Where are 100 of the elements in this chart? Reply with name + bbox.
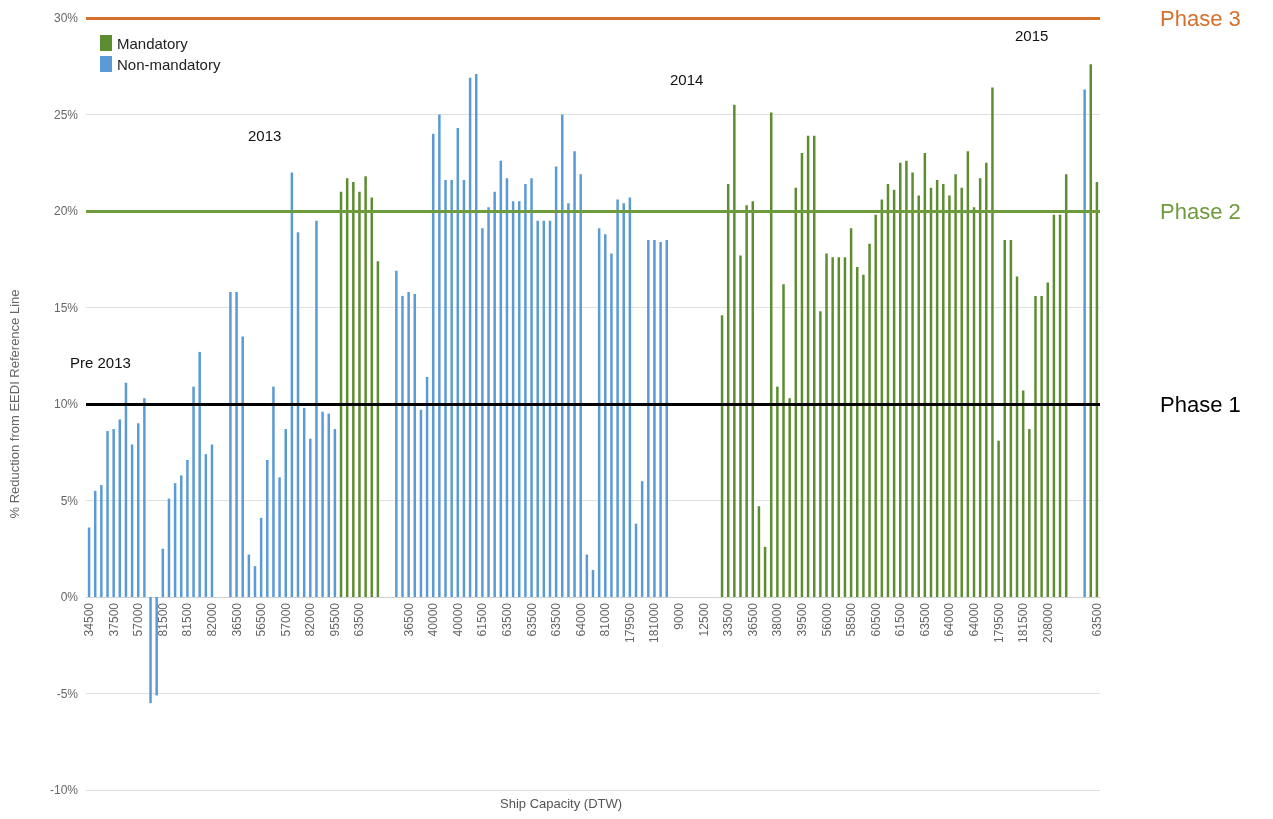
x-tick-label: 64000 — [942, 602, 957, 637]
bar — [1040, 295, 1043, 597]
ref-line-label: Phase 3 — [1160, 5, 1241, 31]
x-tick-label: 38000 — [770, 602, 785, 637]
bar — [401, 295, 404, 597]
ref-line-label: Phase 1 — [1160, 391, 1241, 417]
bar — [143, 398, 146, 597]
bar — [561, 114, 564, 597]
bar — [782, 284, 785, 597]
x-tick-label: 58500 — [844, 602, 859, 637]
bar — [272, 386, 275, 597]
bar — [1028, 429, 1031, 597]
y-tick-label: -5% — [56, 686, 79, 701]
bar — [352, 182, 355, 597]
x-tick-label: 81500 — [180, 602, 195, 637]
bar — [438, 114, 441, 597]
bar — [524, 183, 527, 597]
bar — [112, 429, 115, 597]
bar — [1003, 239, 1006, 597]
x-tick-label: 81000 — [598, 602, 613, 637]
bar — [579, 174, 582, 597]
bar — [106, 431, 109, 597]
bar — [155, 597, 158, 696]
bar — [567, 203, 570, 597]
bar — [321, 411, 324, 597]
bar — [948, 195, 951, 597]
bar — [616, 199, 619, 597]
bar — [100, 485, 103, 597]
x-tick-label: 37500 — [106, 602, 121, 637]
legend-label: Mandatory — [117, 34, 189, 52]
x-tick-label: 179500 — [991, 602, 1006, 644]
bar — [653, 239, 656, 597]
bar — [899, 162, 902, 597]
bar — [905, 160, 908, 597]
x-tick-label: 82000 — [303, 602, 318, 637]
bar — [518, 201, 521, 597]
bar — [444, 180, 447, 597]
bar — [856, 266, 859, 597]
bar — [1083, 89, 1086, 597]
bar — [450, 180, 453, 597]
bar — [868, 243, 871, 597]
legend-label: Non-mandatory — [117, 55, 221, 73]
bar — [997, 440, 1000, 597]
bar — [825, 253, 828, 597]
bar — [180, 475, 183, 597]
bar — [284, 429, 287, 597]
bar — [278, 477, 281, 597]
bar — [942, 183, 945, 597]
x-tick-label: 36500 — [401, 602, 416, 637]
bar — [985, 162, 988, 597]
bar — [192, 386, 195, 597]
x-tick-label: 64000 — [573, 602, 588, 637]
x-tick-label: 82000 — [204, 602, 219, 637]
y-axis-title: % Reduction from EEDI Reference Line — [7, 289, 22, 519]
bar — [327, 413, 330, 597]
bar — [610, 253, 613, 597]
x-tick-label: 36500 — [745, 602, 760, 637]
x-tick-label: 63500 — [499, 602, 514, 637]
bar — [493, 191, 496, 597]
bar — [487, 207, 490, 597]
x-tick-label: 12500 — [696, 602, 711, 637]
x-axis-title: Ship Capacity (DTW) — [500, 796, 623, 811]
bar — [573, 151, 576, 597]
x-tick-label: 208000 — [1040, 602, 1055, 644]
x-tick-label: 33500 — [721, 602, 736, 637]
bar — [315, 220, 318, 597]
x-tick-label: 179500 — [622, 602, 637, 644]
x-tick-label: 57000 — [131, 602, 146, 637]
x-tick-label: 39500 — [794, 602, 809, 637]
bar — [911, 172, 914, 597]
bar — [358, 191, 361, 597]
x-tick-label: 63500 — [524, 602, 539, 637]
y-tick-label: 30% — [53, 11, 79, 25]
bar — [622, 203, 625, 597]
bar — [229, 292, 232, 597]
x-tick-label: 63500 — [917, 602, 932, 637]
bar — [536, 220, 539, 597]
bar — [407, 292, 410, 597]
annotation: 2014 — [670, 71, 704, 88]
bar — [874, 214, 877, 597]
bar — [739, 255, 742, 597]
bar — [819, 311, 822, 597]
x-tick-label: 64000 — [967, 602, 982, 637]
bar — [604, 234, 607, 597]
bar — [647, 239, 650, 597]
bar — [241, 336, 244, 597]
x-tick-label: 9000 — [672, 602, 687, 630]
y-tick-label: -10% — [49, 783, 79, 797]
x-tick-label: 60500 — [868, 602, 883, 637]
bar — [1034, 295, 1037, 597]
x-tick-label: 40000 — [426, 602, 441, 637]
bar — [395, 270, 398, 597]
bar — [198, 351, 201, 597]
y-tick-label: 15% — [53, 300, 79, 315]
x-tick-label: 61500 — [475, 602, 490, 637]
annotation: 2015 — [1015, 27, 1049, 44]
x-tick-label: 63500 — [352, 602, 367, 637]
bar — [665, 239, 668, 597]
ref-line-label: Phase 2 — [1160, 198, 1241, 224]
x-tick-label: 95500 — [327, 602, 342, 637]
